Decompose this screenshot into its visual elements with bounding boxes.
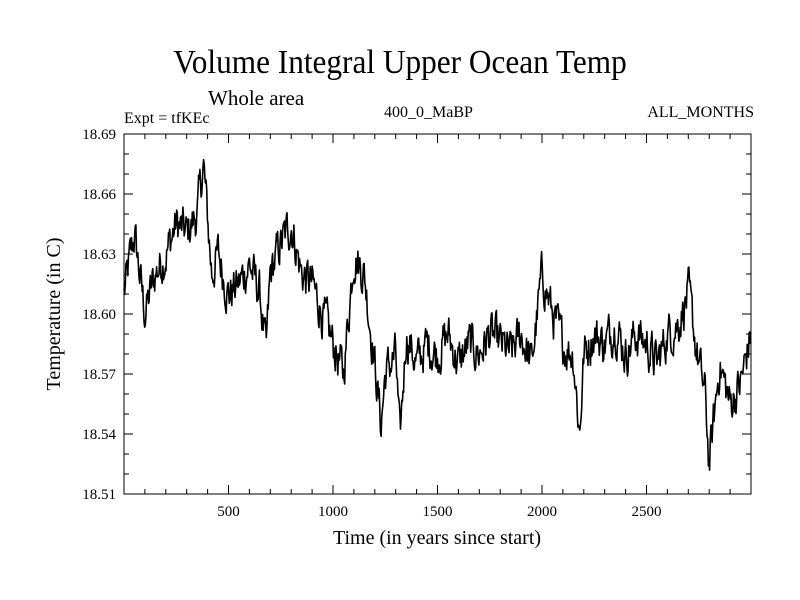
x-tick-label: 1500	[423, 504, 453, 520]
y-tick-label: 18.63	[82, 247, 116, 263]
x-axis: 500 1000 1500 2000 2500	[144, 134, 731, 520]
y-tick-label: 18.69	[82, 127, 116, 143]
plot-frame	[123, 133, 752, 495]
x-axis-label: Time (in years since start)	[333, 527, 541, 549]
experiment-label: Expt = tfKEc	[124, 110, 210, 127]
x-tick-label: 2500	[632, 504, 662, 520]
y-tick-label: 18.66	[82, 187, 116, 203]
series-layer	[123, 158, 752, 471]
y-tick-label: 18.60	[82, 307, 116, 323]
y-tick-label: 18.54	[82, 427, 116, 443]
months-label: ALL_MONTHS	[647, 104, 754, 121]
y-tick-label: 18.51	[82, 487, 116, 503]
period-label: 400_0_MaBP	[384, 104, 473, 121]
x-tick-label: 500	[217, 504, 240, 520]
series-line-0	[123, 158, 752, 471]
chart-title: Volume Integral Upper Ocean Temp	[173, 44, 627, 81]
y-tick-label: 18.57	[82, 367, 116, 383]
x-tick-label: 1000	[318, 504, 348, 520]
y-axis: 18.51 18.54 18.57 18.60 18.63 18.66 18.69	[82, 127, 751, 503]
y-axis-label: Temperature (in C)	[43, 238, 65, 391]
x-tick-label: 2000	[527, 504, 557, 520]
chart-subtitle: Whole area	[208, 86, 305, 110]
